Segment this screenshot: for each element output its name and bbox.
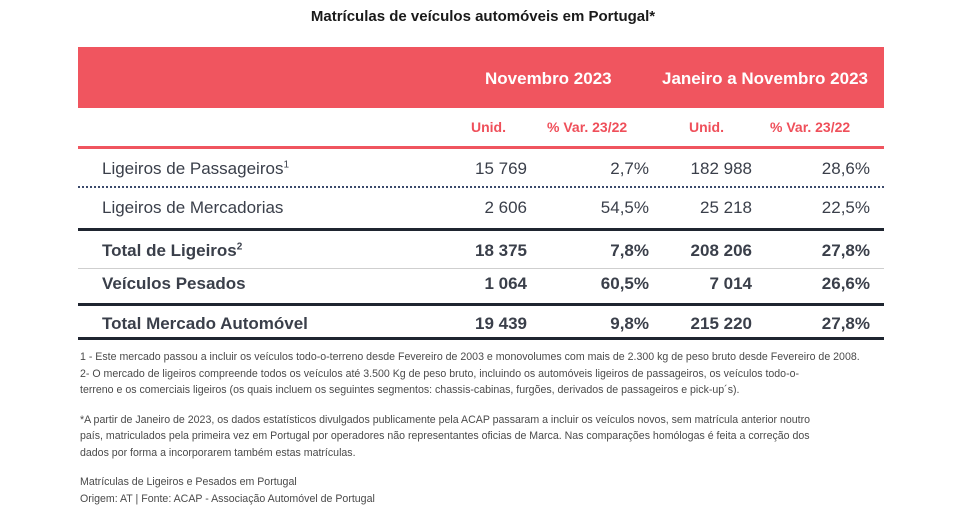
asterisk-note-line-1: *A partir de Janeiro de 2023, os dados e… (80, 413, 810, 426)
cell-unid-nov: 1 064 (484, 274, 527, 293)
cell-var-ytd: 26,6% (821, 274, 870, 293)
cell-var-ytd: 27,8% (821, 314, 870, 333)
footnote-marker: 1 (283, 159, 290, 171)
footnote-marker: 2 (236, 241, 243, 253)
cell-unid-ytd: 7 014 (709, 274, 752, 293)
cell-unid-ytd: 215 220 (690, 314, 752, 333)
cell-unid-nov: 15 769 (475, 159, 527, 178)
cell-var-ytd: 22,5% (821, 198, 870, 217)
footnote-2-line-2: terreno e os comerciais ligeiros (os qua… (80, 384, 740, 396)
cell-unid-nov: 18 375 (475, 241, 527, 260)
cell-var-nov: 7,8% (610, 241, 649, 260)
cell-unid-ytd: 25 218 (700, 198, 752, 217)
row-label: Total de Ligeiros2 (102, 241, 242, 261)
footnote-1: 1 - Este mercado passou a incluir os veí… (80, 351, 860, 363)
subheader-unid-ytd: Unid. (689, 119, 724, 135)
subheader-var-ytd: % Var. 23/22 (770, 119, 851, 135)
table-row: Total Mercado Automóvel 19 439 9,8% 215 … (78, 306, 884, 340)
cell-var-nov: 9,8% (610, 314, 649, 333)
table-subheader: Unid. % Var. 23/22 Unid. % Var. 23/22 (78, 108, 884, 149)
source-line-2: Origem: AT | Fonte: ACAP - Associação Au… (80, 492, 375, 505)
table-row: Ligeiros de Passageiros1 15 769 2,7% 182… (78, 149, 884, 188)
registrations-table: Novembro 2023 Janeiro a Novembro 2023 Un… (78, 47, 884, 340)
subheader-var-nov: % Var. 23/22 (547, 119, 628, 135)
cell-var-nov: 60,5% (600, 274, 649, 293)
subheader-unid-nov: Unid. (471, 119, 506, 135)
cell-unid-ytd: 182 988 (690, 159, 752, 178)
header-group-jan-nov: Janeiro a Novembro 2023 (662, 69, 868, 88)
asterisk-note-line-3: dados por forma a incorporarem também es… (80, 446, 356, 459)
cell-var-nov: 2,7% (610, 159, 649, 178)
cell-var-ytd: 28,6% (821, 159, 870, 178)
table-row: Veículos Pesados 1 064 60,5% 7 014 26,6% (78, 269, 884, 306)
cell-var-nov: 54,5% (600, 198, 649, 217)
table-row: Total de Ligeiros2 18 375 7,8% 208 206 2… (78, 231, 884, 269)
row-label: Total Mercado Automóvel (102, 314, 308, 333)
row-label-text: Ligeiros de Passageiros (102, 159, 284, 178)
table-row: Ligeiros de Mercadorias 2 606 54,5% 25 2… (78, 188, 884, 231)
header-group-november: Novembro 2023 (485, 69, 612, 88)
page-title: Matrículas de veículos automóveis em Por… (310, 8, 656, 25)
row-label: Ligeiros de Mercadorias (102, 198, 284, 217)
source-line-1: Matrículas de Ligeiros e Pesados em Port… (80, 476, 297, 488)
cell-var-ytd: 27,8% (821, 241, 870, 260)
footnote-2-line-1: 2- O mercado de ligeiros compreende todo… (80, 367, 800, 380)
cell-unid-nov: 19 439 (475, 314, 527, 333)
row-label: Ligeiros de Passageiros1 (102, 159, 289, 179)
row-label-text: Total de Ligeiros (102, 241, 237, 260)
cell-unid-nov: 2 606 (484, 198, 527, 217)
asterisk-note-line-2: país, matriculados pela primeira vez em … (80, 430, 810, 442)
row-label: Veículos Pesados (102, 274, 246, 293)
table-header-band: Novembro 2023 Janeiro a Novembro 2023 (78, 47, 884, 108)
footnotes: 1 - Este mercado passou a incluir os veí… (80, 349, 930, 507)
cell-unid-ytd: 208 206 (690, 241, 752, 260)
